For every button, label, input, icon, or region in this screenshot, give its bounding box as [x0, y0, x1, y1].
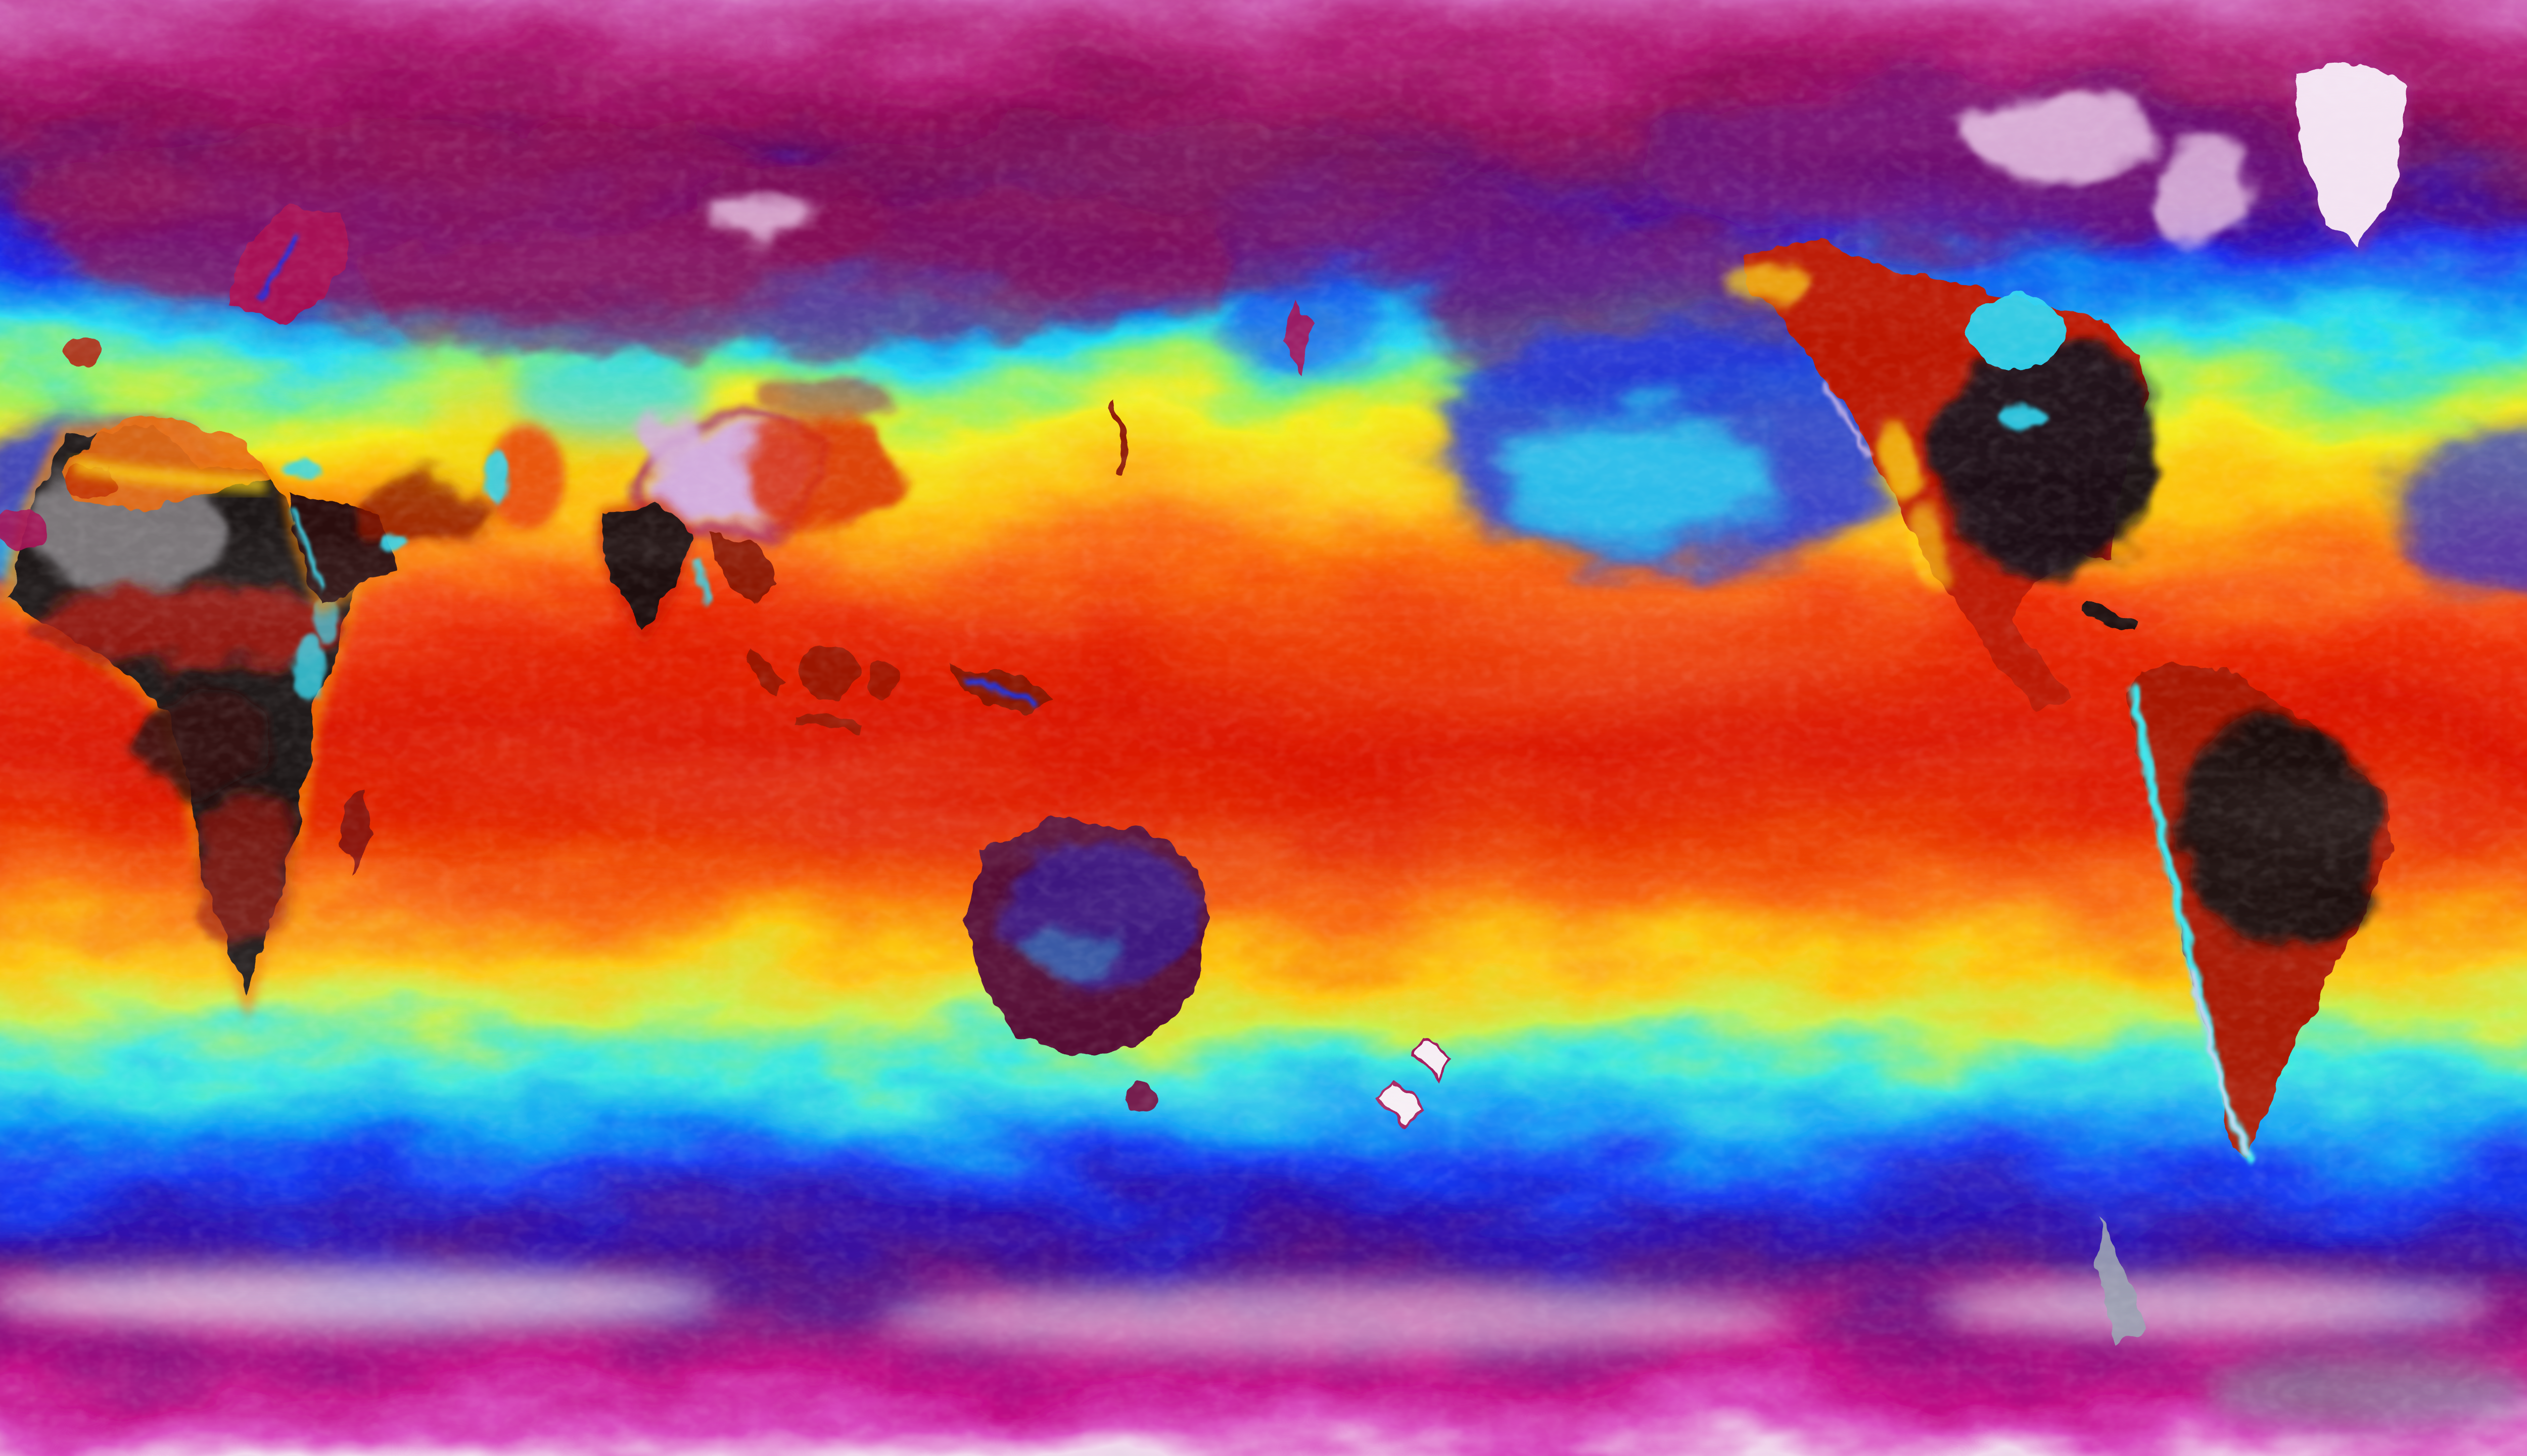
- global-temperature-map: [0, 0, 2527, 1456]
- fine-grain-texture: [0, 0, 2527, 1456]
- texture-overlays: [0, 0, 2527, 1456]
- world-heatmap-canvas: [0, 0, 2527, 1456]
